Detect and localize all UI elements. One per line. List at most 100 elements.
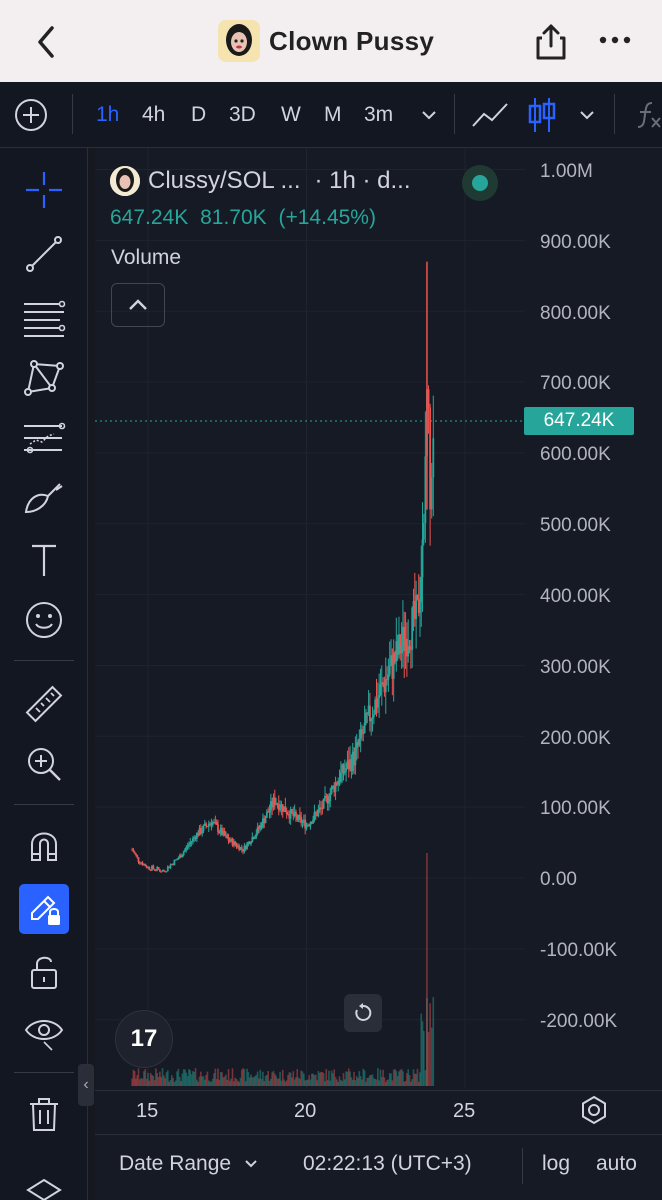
candle-body [357,742,359,746]
candle-body [235,844,238,847]
candle-body [247,841,250,844]
candle-body [168,866,171,869]
measure-tool[interactable] [20,680,68,728]
volume-bar [325,1069,328,1086]
candle-body [153,868,156,871]
fib-tool[interactable] [20,294,68,342]
x-axis-label: 20 [294,1100,317,1122]
collapse-toolbar-tab[interactable]: ‹ [78,1064,94,1106]
candle-body [230,839,233,842]
line-chart-icon[interactable] [470,98,510,132]
volume-bar [271,1072,273,1086]
more-options-icon[interactable] [598,30,632,50]
candle-body [248,841,251,845]
prediction-tool[interactable] [20,414,68,462]
volume-bar [148,1080,151,1086]
interval-w[interactable]: W [281,103,301,126]
legend-symbol-row[interactable]: Clussy/SOL ... · 1h · d... [110,166,411,196]
x-axis-label: 25 [453,1100,476,1122]
candles-icon[interactable] [526,96,558,134]
brush-icon [24,483,63,514]
interval-4h[interactable]: 4h [142,103,166,126]
date-range-button[interactable]: Date Range [119,1152,259,1176]
candle-body [238,845,241,850]
candle-body [279,808,281,811]
stay-in-drawing-mode-toggle[interactable] [19,884,69,934]
volume-label[interactable]: Volume [111,246,182,269]
share-icon[interactable] [534,22,568,62]
interval-3m[interactable]: 3m [364,103,394,126]
remove-drawings-tool[interactable] [20,1090,68,1138]
bottom-bar [95,1134,662,1200]
candle-body [413,600,416,619]
candle-body [141,862,144,866]
collapse-legend-button[interactable] [111,283,165,327]
volume-bar [420,1013,423,1086]
volume-bar [291,1077,293,1086]
candle-body [359,729,362,739]
interval-1h[interactable]: 1h [96,103,120,126]
candle-body [337,780,340,785]
candle-body [272,797,275,808]
text-icon [32,544,56,576]
volume-bar [152,1075,155,1086]
back-arrow-icon[interactable] [30,22,62,62]
volume-bar [304,1080,306,1086]
volume-bar [131,1078,133,1086]
chevron-down-icon[interactable] [420,107,438,123]
volume-bar [206,1071,209,1086]
toolbar-divider [14,804,74,805]
candle-body [268,810,271,813]
volume-bar [280,1080,283,1086]
trend-line-tool[interactable] [20,230,68,278]
candle-body [427,389,430,408]
volume-bar [396,1076,399,1086]
hide-drawings-tool[interactable] [20,1008,68,1056]
log-scale-toggle[interactable]: log [542,1152,571,1175]
volume-bar [283,1079,285,1086]
tradingview-logo[interactable]: 17 [115,1010,173,1068]
zoom-tool[interactable] [20,740,68,788]
volume-bar [200,1071,202,1086]
candle-body [338,780,341,782]
lock-drawings-tool[interactable] [20,948,68,996]
symbol-avatar [110,166,140,196]
candle-body [242,849,244,852]
volume-bar [296,1069,299,1086]
market-status-indicator[interactable] [462,165,498,201]
indicators-icon[interactable] [634,100,662,130]
candle-body [148,866,151,870]
volume-bar [155,1068,157,1086]
volume-bar [410,1081,412,1086]
chevron-down-icon[interactable] [578,107,596,123]
candle-body [174,859,177,861]
volume-bar [416,1068,419,1086]
candle-body [324,795,326,799]
candle-body [277,804,280,811]
add-symbol-icon[interactable] [14,98,48,132]
text-tool[interactable] [20,536,68,584]
brush-tool[interactable] [20,474,68,522]
interval-3d[interactable]: 3D [229,103,256,126]
candle-body [202,825,205,832]
pattern-tool[interactable] [20,354,68,402]
candle-body [251,837,254,843]
interval-d[interactable]: D [191,103,207,126]
settings-icon[interactable] [578,1094,610,1126]
candle-body [317,809,320,817]
y-axis-label: -200.00K [540,1011,618,1032]
object-tree-tool[interactable] [20,1160,68,1200]
volume-bar [135,1078,137,1086]
emoji-tool[interactable] [20,596,68,644]
time-display[interactable]: 02:22:13 (UTC+3) [303,1152,472,1175]
crosshair-tool[interactable] [20,166,68,214]
interval-m[interactable]: M [324,103,342,126]
title-group[interactable]: Clown Pussy [218,20,434,62]
candle-body [335,782,338,785]
magnet-tool[interactable] [20,822,68,870]
volume-bar [209,1081,211,1086]
volume-bar [172,1077,174,1086]
reset-chart-button[interactable] [344,994,382,1032]
auto-scale-toggle[interactable]: auto [596,1152,637,1175]
x-axis[interactable] [95,1090,662,1130]
